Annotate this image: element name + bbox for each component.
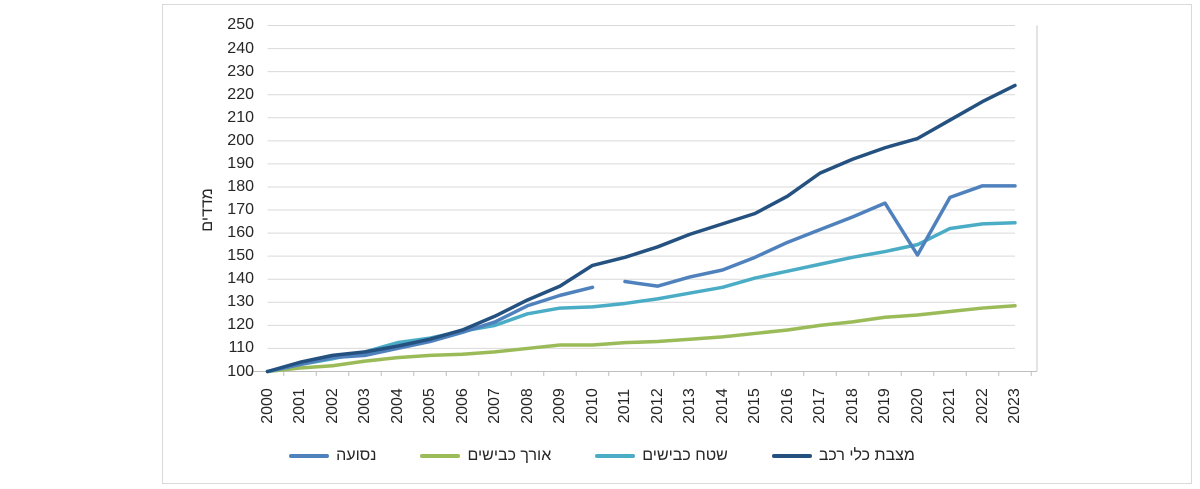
legend-swatch-road-length xyxy=(420,454,461,458)
x-tick-label: 2023 xyxy=(1006,388,1023,424)
x-tick-label: 2003 xyxy=(356,388,373,424)
legend-label: נסועה xyxy=(336,447,377,464)
x-tick-label: 2002 xyxy=(323,388,341,424)
y-tick-label: 230 xyxy=(227,62,254,80)
y-tick-label: 200 xyxy=(227,131,254,149)
series-line-mileage xyxy=(265,285,595,374)
y-tick-label: 110 xyxy=(228,339,254,357)
x-tick-label: 2014 xyxy=(713,388,731,424)
x-tick-label: 2022 xyxy=(973,388,991,424)
x-tick-label: 2021 xyxy=(941,388,958,424)
legend-item-vehicle-fleet: מצבת כלי רכב xyxy=(771,447,915,465)
legend-swatch-vehicle-fleet xyxy=(771,454,812,458)
y-tick-label: 120 xyxy=(227,316,254,334)
y-tick-label: 100 xyxy=(227,362,254,380)
x-tick-label: 2016 xyxy=(778,388,796,424)
x-tick-label: 2015 xyxy=(746,388,763,424)
legend-item-road-length: אורך כבישים xyxy=(420,447,551,465)
x-tick-label: 2017 xyxy=(811,388,828,424)
x-tick-label: 2001 xyxy=(291,388,308,424)
y-axis-title: מדדים xyxy=(199,188,216,232)
legend-item-road-area: שטח כבישים xyxy=(595,447,728,465)
chart-frame xyxy=(162,4,1192,484)
x-tick-label: 2011 xyxy=(616,388,633,424)
series-line-vehicle-fleet xyxy=(265,83,1017,374)
legend-label: אורך כבישים xyxy=(467,447,552,464)
y-tick-label: 240 xyxy=(227,39,254,57)
x-tick-label: 2013 xyxy=(681,388,698,424)
y-tick-label: 170 xyxy=(227,201,254,219)
x-tick-label: 2020 xyxy=(908,388,926,424)
x-tick-label: 2006 xyxy=(453,388,471,424)
x-tick-label: 2008 xyxy=(518,388,536,424)
x-tick-label: 2000 xyxy=(258,388,276,424)
y-tick-label: 160 xyxy=(227,224,254,242)
legend-label: מצבת כלי רכב xyxy=(818,447,915,464)
y-tick-label: 210 xyxy=(227,108,254,126)
legend-swatch-mileage xyxy=(289,454,330,458)
x-tick-label: 2004 xyxy=(388,388,406,424)
legend-label: שטח כבישים xyxy=(642,447,728,464)
x-tick-label: 2019 xyxy=(876,388,893,424)
y-tick-label: 140 xyxy=(227,270,254,288)
series-line-road-length xyxy=(265,304,1017,374)
x-tick-label: 2018 xyxy=(843,388,861,424)
y-tick-label: 130 xyxy=(227,293,254,311)
legend-item-mileage: נסועה xyxy=(289,447,376,465)
series-line-mileage xyxy=(623,184,1017,288)
legend-swatch-road-area xyxy=(595,454,636,458)
y-tick-label: 150 xyxy=(227,247,254,265)
y-tick-label: 220 xyxy=(227,85,254,103)
x-tick-label: 2009 xyxy=(551,388,568,424)
y-tick-label: 180 xyxy=(227,177,254,195)
legend: נסועה אורך כבישים שטח כבישים מצבת כלי רכב xyxy=(162,447,1192,465)
y-tick-label: 190 xyxy=(227,154,254,172)
x-tick-label: 2012 xyxy=(648,388,666,424)
series-line-road-area xyxy=(265,220,1017,374)
x-tick-label: 2007 xyxy=(486,388,503,424)
x-tick-label: 2010 xyxy=(583,388,601,424)
x-tick-label: 2005 xyxy=(421,388,438,424)
y-tick-label: 250 xyxy=(227,16,254,34)
